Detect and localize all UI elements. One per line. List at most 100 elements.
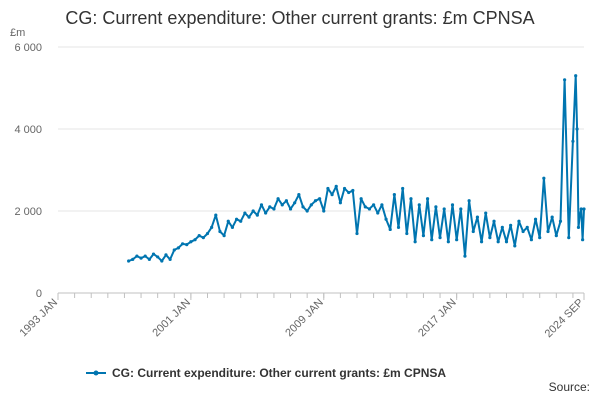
data-point[interactable] bbox=[579, 207, 583, 211]
data-point[interactable] bbox=[558, 219, 563, 223]
data-point[interactable] bbox=[581, 238, 585, 242]
data-point[interactable] bbox=[438, 236, 442, 240]
data-point[interactable] bbox=[517, 219, 521, 223]
data-point[interactable] bbox=[160, 259, 164, 263]
data-point[interactable] bbox=[330, 193, 334, 197]
data-point[interactable] bbox=[446, 240, 450, 244]
data-point[interactable] bbox=[193, 238, 197, 242]
data-point[interactable] bbox=[571, 139, 575, 143]
data-point[interactable] bbox=[172, 248, 176, 252]
data-point[interactable] bbox=[280, 203, 284, 207]
data-point[interactable] bbox=[396, 225, 401, 229]
data-point[interactable] bbox=[284, 199, 288, 203]
data-point[interactable] bbox=[430, 238, 434, 242]
data-point[interactable] bbox=[168, 257, 172, 261]
data-point[interactable] bbox=[288, 207, 293, 211]
data-point[interactable] bbox=[131, 257, 135, 261]
data-point[interactable] bbox=[488, 236, 492, 240]
data-point[interactable] bbox=[301, 205, 305, 209]
data-point[interactable] bbox=[347, 190, 351, 195]
data-point[interactable] bbox=[135, 254, 139, 258]
data-point[interactable] bbox=[567, 236, 571, 240]
data-point[interactable] bbox=[276, 197, 280, 201]
data-point[interactable] bbox=[450, 203, 455, 207]
data-point[interactable] bbox=[479, 240, 484, 244]
data-point[interactable] bbox=[297, 193, 301, 197]
data-point[interactable] bbox=[313, 199, 318, 203]
data-point[interactable] bbox=[214, 213, 218, 217]
data-point[interactable] bbox=[205, 231, 210, 236]
data-point[interactable] bbox=[293, 201, 297, 205]
data-point[interactable] bbox=[247, 215, 251, 219]
data-point[interactable] bbox=[351, 188, 355, 193]
data-point[interactable] bbox=[363, 205, 367, 209]
data-point[interactable] bbox=[359, 197, 363, 201]
data-point[interactable] bbox=[392, 193, 396, 197]
data-point[interactable] bbox=[521, 229, 525, 234]
data-point[interactable] bbox=[185, 243, 189, 247]
data-point[interactable] bbox=[156, 255, 160, 259]
data-point[interactable] bbox=[504, 240, 509, 244]
data-point[interactable] bbox=[442, 207, 446, 211]
data-point[interactable] bbox=[538, 236, 542, 240]
data-point[interactable] bbox=[421, 234, 426, 238]
data-point[interactable] bbox=[139, 256, 143, 260]
data-point[interactable] bbox=[529, 238, 534, 242]
data-point[interactable] bbox=[272, 207, 276, 211]
data-point[interactable] bbox=[355, 231, 359, 236]
data-point[interactable] bbox=[576, 225, 581, 229]
data-point[interactable] bbox=[264, 211, 268, 215]
data-point[interactable] bbox=[542, 176, 546, 180]
legend[interactable]: CG: Current expenditure: Other current g… bbox=[86, 366, 446, 380]
data-point[interactable] bbox=[533, 217, 538, 221]
data-point[interactable] bbox=[554, 234, 558, 238]
data-point[interactable] bbox=[384, 217, 388, 221]
data-point[interactable] bbox=[222, 234, 226, 238]
data-point[interactable] bbox=[338, 201, 342, 205]
data-point[interactable] bbox=[218, 229, 222, 234]
data-point[interactable] bbox=[305, 209, 309, 213]
data-point[interactable] bbox=[268, 205, 272, 209]
data-point[interactable] bbox=[226, 219, 230, 223]
data-point[interactable] bbox=[147, 257, 151, 261]
data-point[interactable] bbox=[434, 205, 438, 209]
data-point[interactable] bbox=[143, 254, 147, 258]
data-point[interactable] bbox=[471, 229, 475, 234]
data-point[interactable] bbox=[388, 227, 392, 232]
data-point[interactable] bbox=[176, 246, 181, 250]
data-point[interactable] bbox=[484, 211, 488, 215]
data-point[interactable] bbox=[582, 207, 586, 211]
data-point[interactable] bbox=[243, 211, 247, 215]
data-point[interactable] bbox=[322, 209, 326, 213]
data-point[interactable] bbox=[164, 253, 168, 257]
data-point[interactable] bbox=[239, 219, 243, 223]
data-point[interactable] bbox=[425, 197, 430, 201]
data-point[interactable] bbox=[230, 225, 235, 229]
data-point[interactable] bbox=[334, 184, 338, 188]
data-point[interactable] bbox=[309, 203, 313, 207]
data-point[interactable] bbox=[525, 225, 529, 229]
data-point[interactable] bbox=[189, 240, 193, 244]
data-point[interactable] bbox=[496, 240, 500, 244]
data-point[interactable] bbox=[234, 217, 239, 221]
data-point[interactable] bbox=[409, 197, 413, 201]
data-point[interactable] bbox=[318, 197, 322, 201]
data-point[interactable] bbox=[401, 186, 405, 191]
data-point[interactable] bbox=[126, 259, 131, 263]
data-point[interactable] bbox=[197, 234, 201, 238]
data-point[interactable] bbox=[575, 127, 579, 131]
data-point[interactable] bbox=[417, 203, 421, 207]
data-point[interactable] bbox=[380, 203, 384, 207]
data-point[interactable] bbox=[459, 207, 463, 211]
data-point[interactable] bbox=[151, 252, 156, 256]
data-point[interactable] bbox=[372, 203, 376, 207]
data-point[interactable] bbox=[574, 74, 578, 78]
data-point[interactable] bbox=[251, 209, 255, 213]
data-point[interactable] bbox=[255, 213, 259, 217]
data-point[interactable] bbox=[413, 240, 417, 244]
data-point[interactable] bbox=[550, 215, 554, 219]
data-point[interactable] bbox=[210, 225, 214, 229]
data-point[interactable] bbox=[513, 244, 517, 248]
data-point[interactable] bbox=[463, 254, 467, 258]
data-point[interactable] bbox=[367, 207, 372, 211]
